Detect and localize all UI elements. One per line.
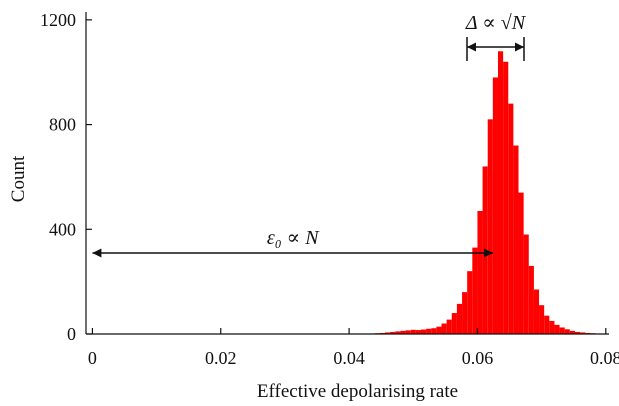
histogram-bar — [497, 51, 504, 335]
histogram-bar — [564, 329, 570, 334]
width-arrow-right-head — [515, 42, 524, 52]
histogram-bar — [446, 319, 452, 334]
histogram-bar — [415, 330, 421, 334]
histogram-bar — [467, 271, 473, 334]
histogram-bar — [574, 331, 581, 334]
width-annotation-label: Δ ∝ √N — [465, 12, 527, 34]
histogram-bar — [492, 77, 498, 334]
histogram-bar — [400, 330, 406, 334]
histogram-bar — [451, 313, 457, 334]
x-tick-label: 0.04 — [333, 348, 365, 368]
x-axis-label: Effective depolarising rate — [257, 381, 458, 402]
histogram-bar — [549, 320, 555, 334]
y-axis-label: Count — [8, 155, 29, 202]
histogram-bar — [544, 315, 550, 334]
histogram-bar — [518, 192, 524, 334]
histogram-bar — [462, 292, 468, 334]
axes-group: 0 400 800 1200 0 0.02 0.04 0.06 0.08 — [40, 10, 619, 368]
y-tick-label: 400 — [49, 219, 76, 239]
histogram-bar — [569, 330, 575, 334]
annotations-group: Δ ∝ √N ε₀ ∝ N — [92, 12, 527, 258]
histogram-bar — [513, 145, 519, 334]
histogram-bar — [420, 329, 427, 334]
histogram-bar — [477, 210, 483, 334]
histogram-bar — [508, 103, 514, 334]
histogram-bar — [559, 327, 565, 334]
histogram-bar — [503, 61, 509, 335]
histogram-bar — [539, 305, 545, 334]
x-tick-label: 0.06 — [462, 348, 494, 368]
histogram-bar — [580, 332, 586, 334]
offset-arrow-left-head — [92, 248, 102, 258]
y-tick-label: 1200 — [40, 10, 76, 30]
histogram-bar — [426, 328, 432, 334]
histogram-bar — [472, 247, 478, 334]
y-tick-label: 800 — [49, 115, 76, 135]
x-tick-label: 0 — [88, 348, 97, 368]
histogram-bar — [395, 331, 401, 334]
histogram-bar — [431, 328, 437, 334]
bars-group — [369, 51, 601, 335]
offset-annotation-label: ε₀ ∝ N — [267, 227, 320, 249]
histogram-bar — [410, 329, 416, 334]
histogram-bar — [390, 331, 396, 334]
histogram-bar — [436, 326, 442, 334]
histogram-bar — [533, 289, 540, 334]
y-tick-label: 0 — [67, 324, 76, 344]
histogram-bar — [528, 265, 534, 334]
histogram-bar — [554, 324, 560, 334]
offset-arrow-right-head — [484, 248, 493, 258]
histogram-bar — [487, 119, 493, 334]
histogram-bar — [523, 234, 529, 334]
x-tick-label: 0.08 — [590, 348, 619, 368]
x-tick-label: 0.02 — [205, 348, 237, 368]
histogram-bar — [441, 323, 447, 334]
width-arrow-left-head — [467, 42, 476, 52]
histogram-bar — [456, 303, 463, 334]
histogram-bar — [405, 330, 411, 334]
histogram-bar — [385, 332, 391, 334]
